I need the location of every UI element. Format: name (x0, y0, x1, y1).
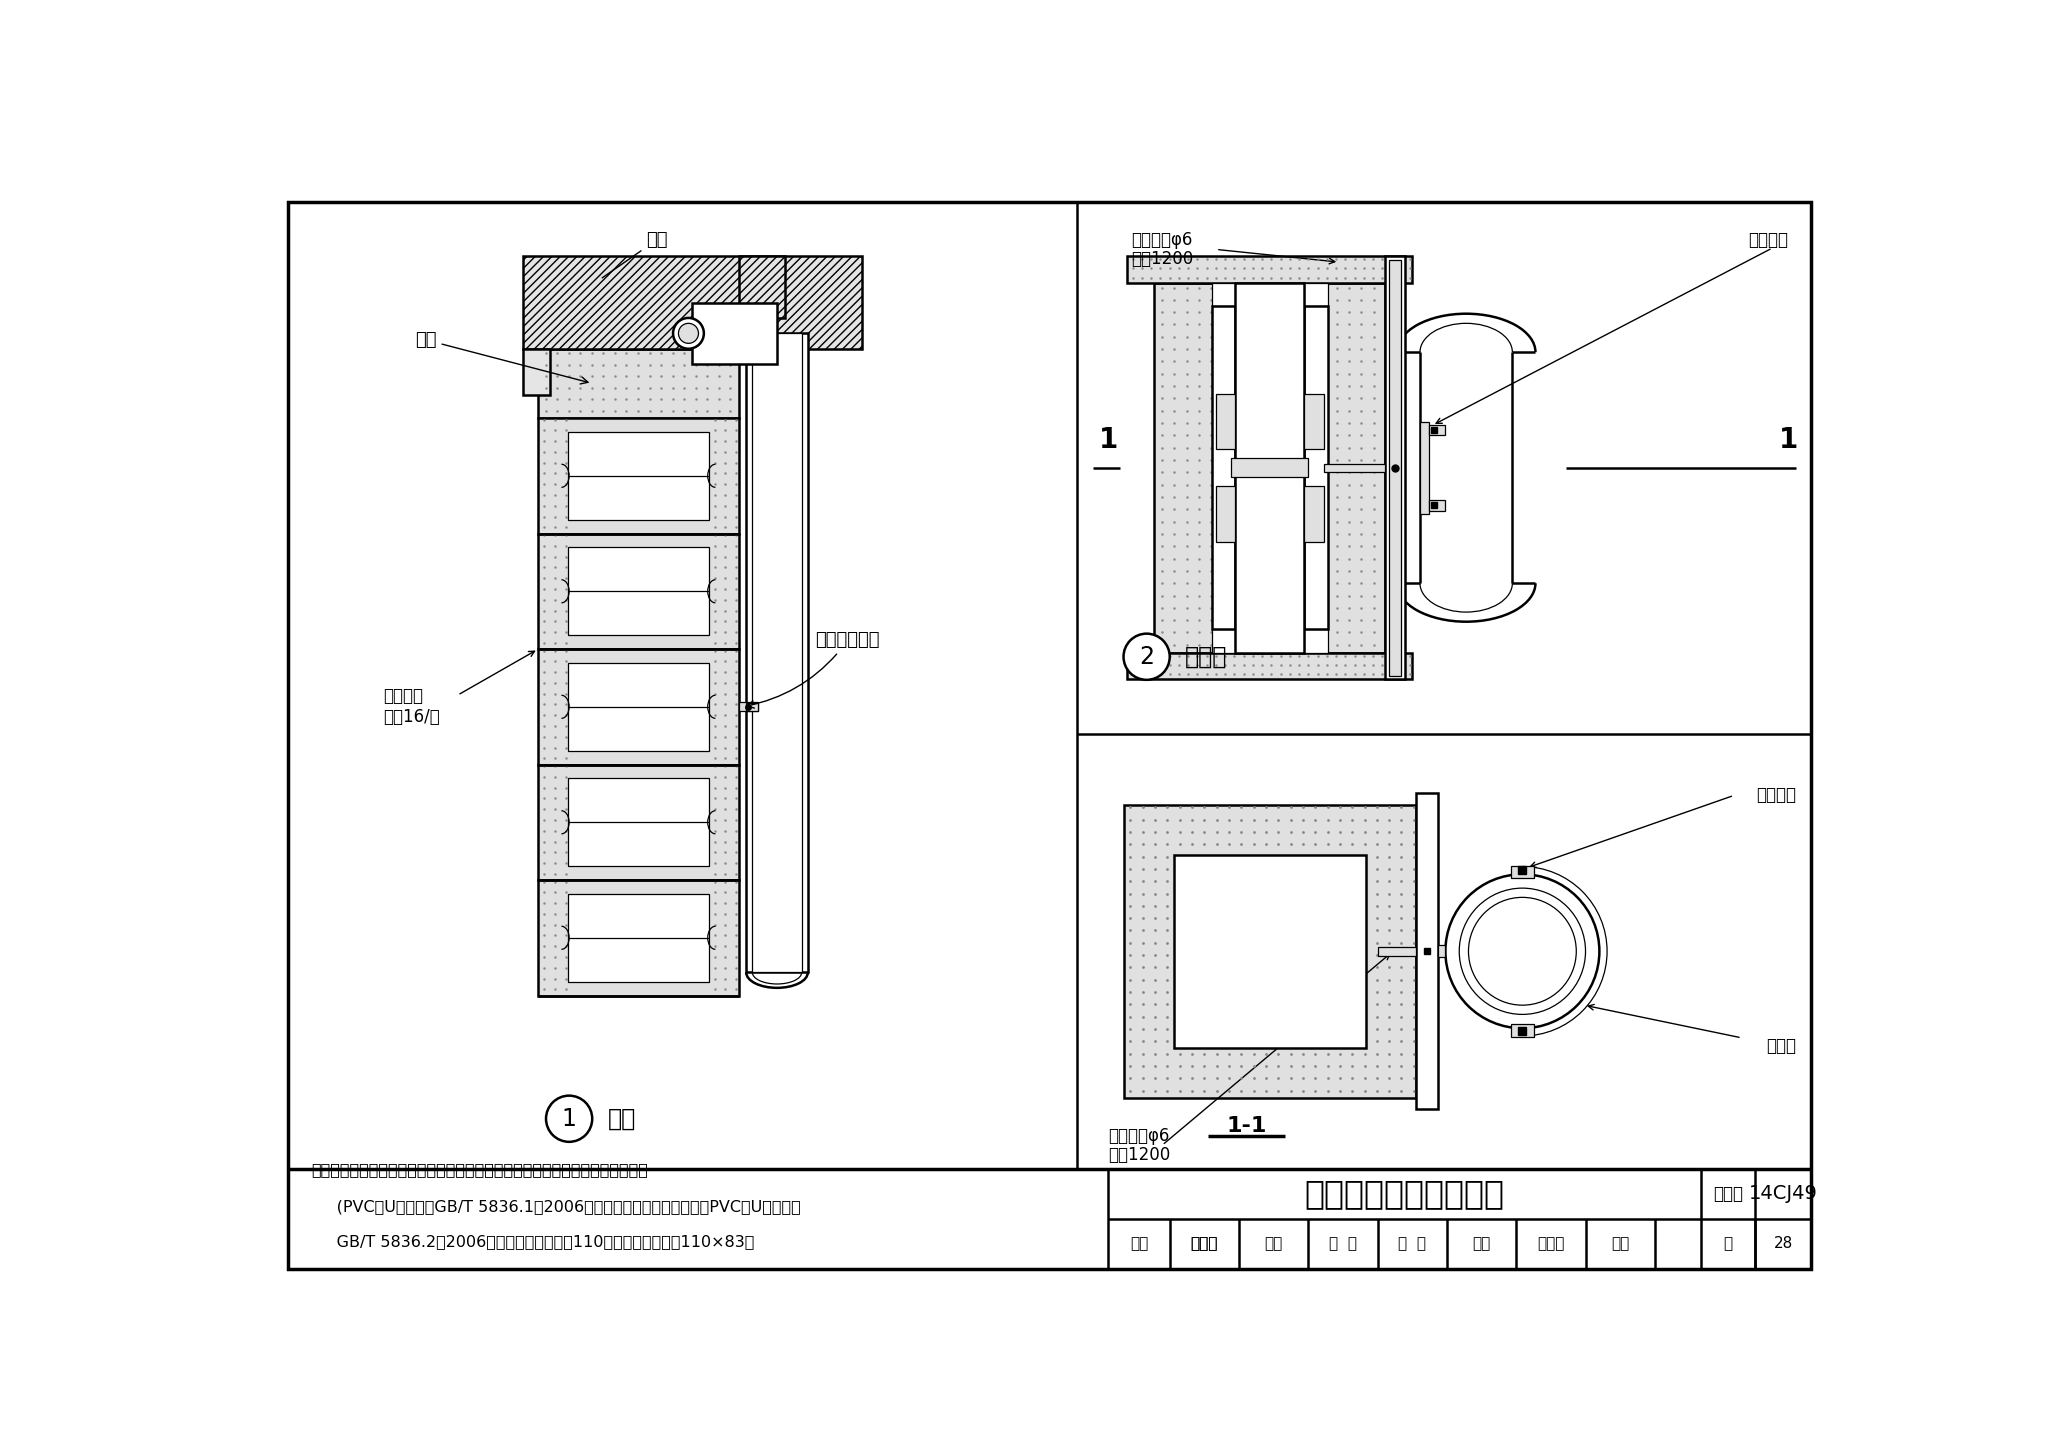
Bar (1305, 629, 1327, 652)
Bar (1305, 282, 1384, 652)
Bar (1305, 282, 1327, 306)
Text: 铺钢丝网
网孔16/目: 铺钢丝网 网孔16/目 (383, 687, 440, 727)
Circle shape (1460, 888, 1585, 1015)
Bar (1419, 421, 1430, 514)
Bar (1415, 794, 1438, 1109)
Text: 1-1: 1-1 (1227, 1117, 1268, 1137)
Bar (1212, 629, 1235, 652)
Bar (539, 649, 739, 764)
Bar (745, 333, 807, 973)
Circle shape (678, 323, 698, 344)
Bar (692, 303, 776, 364)
Text: 尼龙锚栓固定: 尼龙锚栓固定 (748, 632, 881, 708)
Bar (567, 894, 709, 981)
Bar (1389, 259, 1401, 676)
Text: 郡城: 郡城 (1612, 1236, 1630, 1251)
Text: 2: 2 (1139, 645, 1155, 668)
Text: 塑料胀管φ6: 塑料胀管φ6 (1108, 1127, 1169, 1144)
Text: 校对: 校对 (1264, 1236, 1282, 1251)
Bar (522, 256, 862, 349)
Bar (539, 879, 739, 996)
Bar (539, 418, 739, 533)
Text: 1: 1 (1098, 425, 1118, 454)
Bar (1438, 945, 1446, 958)
Circle shape (674, 317, 705, 349)
Text: 中距1200: 中距1200 (1130, 250, 1194, 268)
Bar (1384, 256, 1405, 680)
Bar (567, 432, 709, 520)
Text: 雨水管: 雨水管 (1765, 1037, 1796, 1054)
Text: 楼板: 楼板 (602, 232, 668, 278)
Circle shape (1124, 633, 1169, 680)
Text: 1: 1 (1778, 425, 1798, 454)
Bar (567, 547, 709, 635)
Bar (1235, 282, 1305, 652)
Text: 郑  城: 郑 城 (1399, 1236, 1425, 1251)
Text: 1: 1 (561, 1107, 578, 1131)
Bar (1305, 486, 1323, 542)
Text: 塑料胀管φ6: 塑料胀管φ6 (1130, 232, 1192, 249)
Text: 圈梁: 圈梁 (416, 331, 588, 384)
Bar (1511, 866, 1534, 878)
Bar (522, 349, 549, 395)
Text: 图集号: 图集号 (1712, 1185, 1743, 1203)
Text: 管卡: 管卡 (608, 1107, 635, 1131)
Bar (1217, 486, 1235, 542)
Bar (1231, 459, 1309, 478)
Text: GB/T 5836.2－2006），圆管为公称外径110，方管为公称规格110×83。: GB/T 5836.2－2006），圆管为公称外径110，方管为公称规格110×… (311, 1235, 754, 1249)
Bar (739, 256, 784, 317)
Bar (1378, 946, 1415, 957)
Bar (1124, 805, 1415, 1098)
Bar (1305, 393, 1323, 450)
Bar (567, 662, 709, 751)
Circle shape (1446, 874, 1599, 1028)
Bar (539, 764, 739, 879)
Bar (1212, 306, 1235, 629)
Bar (1126, 652, 1413, 680)
Text: 焦黛管: 焦黛管 (1538, 1236, 1565, 1251)
Bar (1126, 256, 1413, 282)
Text: (PVC－U）管材》GB/T 5836.1－2006、《建筑排水用硬聚氯乙烯（PVC－U）管件》: (PVC－U）管材》GB/T 5836.1－2006、《建筑排水用硬聚氯乙烯（P… (311, 1200, 801, 1214)
Text: 28: 28 (1774, 1236, 1792, 1251)
Bar (1155, 282, 1235, 652)
Bar (1212, 282, 1235, 306)
Circle shape (547, 1095, 592, 1142)
Bar (567, 779, 709, 866)
Text: 孙笑君: 孙笑君 (1190, 1236, 1219, 1251)
Text: 审核: 审核 (1130, 1236, 1149, 1251)
Bar (1174, 855, 1366, 1047)
Bar (752, 333, 801, 973)
Bar (1511, 1025, 1534, 1037)
Text: 页: 页 (1724, 1236, 1733, 1251)
Bar (539, 533, 739, 649)
Bar (1305, 306, 1327, 629)
Text: 郑  媛: 郑 媛 (1329, 1236, 1358, 1251)
Bar (1217, 393, 1235, 450)
Bar (1430, 499, 1444, 511)
Text: 成品管箍: 成品管箍 (1755, 786, 1796, 804)
Bar (745, 703, 758, 711)
Bar (1323, 464, 1384, 472)
Text: 成品管箍: 成品管箍 (1749, 232, 1788, 249)
Bar (1430, 425, 1444, 435)
Text: 蔡沃红: 蔡沃红 (1190, 1236, 1219, 1251)
Text: 雨水管: 雨水管 (1186, 645, 1227, 668)
Text: 设计: 设计 (1473, 1236, 1491, 1251)
Circle shape (1468, 897, 1577, 1005)
Text: 14CJ49: 14CJ49 (1749, 1184, 1817, 1203)
Bar (539, 349, 739, 418)
Text: 注：水落管和管箍采用硬聚氯乙烯成品（国家行业标准《建筑排水用硬聚氯乙烯: 注：水落管和管箍采用硬聚氯乙烯成品（国家行业标准《建筑排水用硬聚氯乙烯 (311, 1162, 647, 1176)
Text: 中距1200: 中距1200 (1108, 1146, 1169, 1165)
Bar (739, 702, 758, 712)
Text: 管卡、雨水管安装详图: 管卡、雨水管安装详图 (1305, 1178, 1505, 1210)
